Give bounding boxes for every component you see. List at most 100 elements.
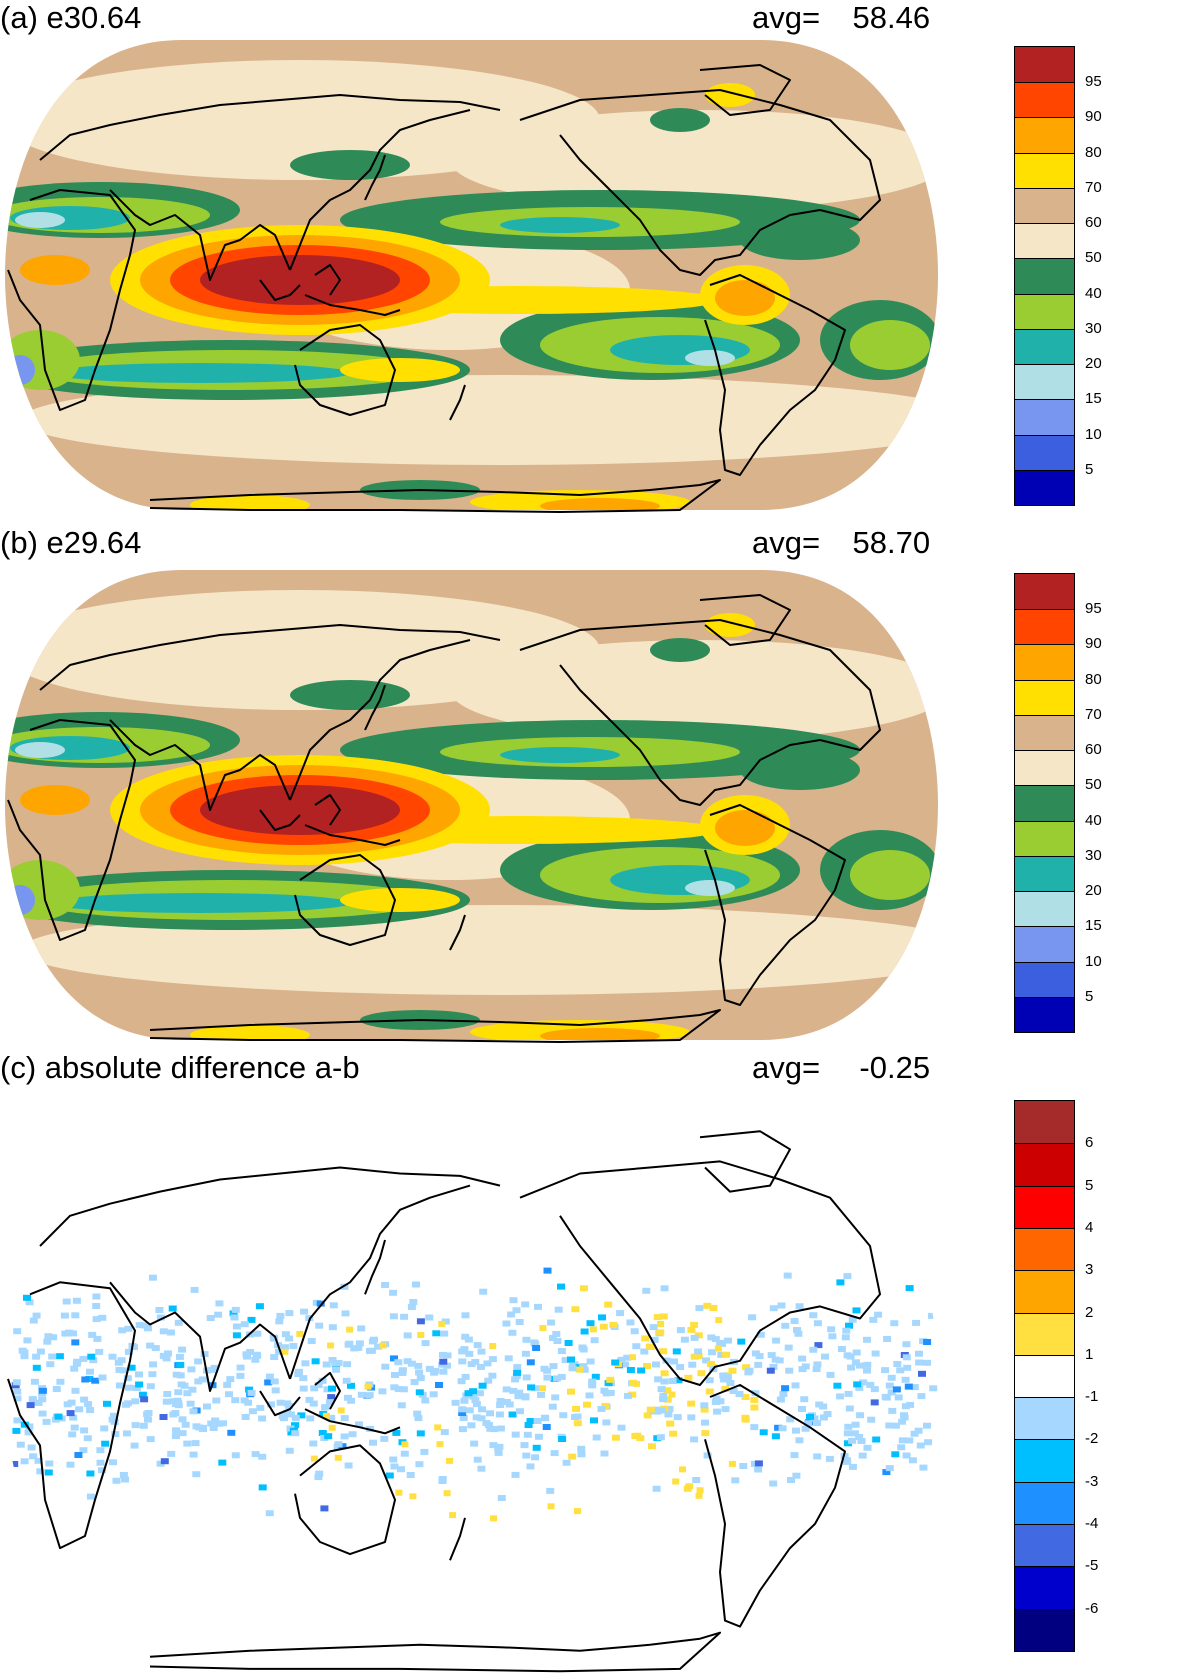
diff-cell bbox=[318, 1377, 327, 1384]
colorbar-divider bbox=[1015, 1481, 1074, 1483]
diff-cell bbox=[390, 1463, 399, 1470]
diff-cell bbox=[781, 1385, 790, 1392]
diff-cell bbox=[485, 1422, 493, 1428]
diff-cell bbox=[550, 1450, 559, 1457]
diff-cell bbox=[646, 1406, 655, 1413]
diff-cell bbox=[389, 1456, 398, 1463]
diff-cell bbox=[369, 1439, 377, 1446]
diff-cell bbox=[414, 1415, 423, 1422]
diff-cell bbox=[579, 1285, 588, 1292]
diff-cell bbox=[314, 1382, 323, 1389]
diff-cell bbox=[251, 1356, 260, 1363]
diff-cell bbox=[345, 1340, 354, 1347]
diff-cell bbox=[88, 1331, 97, 1338]
diff-cell bbox=[443, 1362, 451, 1369]
diff-cell bbox=[509, 1297, 518, 1304]
colorbar-swatch bbox=[1015, 223, 1074, 259]
diff-cell bbox=[348, 1431, 357, 1438]
diff-cell bbox=[511, 1376, 520, 1383]
diff-cell bbox=[836, 1279, 845, 1286]
diff-cell bbox=[241, 1414, 250, 1420]
colorbar-swatch bbox=[1015, 434, 1074, 470]
diff-cell bbox=[904, 1383, 913, 1390]
diff-cell bbox=[148, 1371, 157, 1378]
diff-cell bbox=[310, 1385, 319, 1392]
diff-cell bbox=[421, 1397, 430, 1404]
colorbar-tick-label: 95 bbox=[1085, 73, 1102, 91]
diff-cell bbox=[13, 1395, 22, 1402]
diff-cell bbox=[191, 1440, 200, 1447]
diff-cell bbox=[146, 1342, 155, 1349]
diff-cell bbox=[301, 1360, 310, 1367]
diff-cell bbox=[409, 1299, 418, 1305]
diff-cell bbox=[111, 1431, 120, 1438]
diff-cell bbox=[522, 1374, 531, 1381]
diff-cell bbox=[344, 1462, 353, 1469]
diff-cell bbox=[135, 1381, 144, 1388]
diff-cell bbox=[813, 1320, 822, 1327]
colorbar-swatch bbox=[1015, 1439, 1074, 1482]
diff-cell bbox=[640, 1348, 649, 1355]
diff-cell bbox=[381, 1282, 390, 1288]
diff-cell bbox=[684, 1374, 693, 1381]
diff-cell bbox=[425, 1365, 434, 1372]
diff-cell bbox=[812, 1366, 821, 1373]
diff-cell bbox=[751, 1350, 760, 1357]
diff-cell bbox=[741, 1394, 750, 1400]
diff-cell bbox=[12, 1427, 21, 1434]
diff-cell bbox=[416, 1430, 425, 1437]
coastline bbox=[39, 624, 501, 691]
field-region bbox=[4, 590, 600, 710]
diff-cell bbox=[100, 1425, 109, 1432]
diff-cell bbox=[13, 1388, 22, 1395]
diff-cell bbox=[318, 1430, 327, 1436]
diff-cell bbox=[633, 1380, 640, 1387]
diff-cell bbox=[707, 1334, 716, 1341]
diff-cell bbox=[385, 1472, 394, 1479]
diff-cell bbox=[206, 1315, 215, 1321]
colorbar bbox=[1014, 46, 1075, 506]
diff-cell bbox=[183, 1390, 192, 1397]
diff-cell bbox=[511, 1471, 520, 1478]
diff-cell bbox=[479, 1288, 488, 1295]
diff-cell bbox=[141, 1322, 150, 1329]
diff-cell bbox=[340, 1415, 349, 1422]
diff-cell bbox=[389, 1289, 398, 1296]
diff-cell bbox=[412, 1281, 420, 1288]
colorbar-swatch bbox=[1015, 1608, 1074, 1651]
colorbar-swatch bbox=[1015, 258, 1074, 294]
colorbar-tick-label: 5 bbox=[1085, 1176, 1094, 1194]
diff-cell bbox=[901, 1403, 910, 1410]
diff-cell bbox=[131, 1422, 140, 1429]
diff-cell bbox=[108, 1416, 117, 1423]
diff-cell bbox=[660, 1378, 669, 1385]
diff-cell bbox=[586, 1320, 595, 1327]
diff-cell bbox=[495, 1411, 504, 1418]
diff-cell bbox=[236, 1372, 245, 1379]
diff-cell bbox=[60, 1312, 69, 1319]
colorbar-swatch bbox=[1015, 891, 1074, 927]
diff-cell bbox=[898, 1418, 907, 1425]
diff-cell bbox=[457, 1378, 466, 1385]
diff-cell bbox=[96, 1459, 105, 1466]
diff-cell bbox=[20, 1458, 29, 1465]
diff-cell bbox=[912, 1319, 921, 1326]
diff-cell bbox=[316, 1300, 325, 1307]
diff-cell bbox=[786, 1416, 795, 1423]
diff-cell bbox=[439, 1351, 447, 1358]
diff-cell bbox=[38, 1387, 47, 1394]
diff-cell bbox=[276, 1312, 285, 1319]
colorbar-divider bbox=[1015, 820, 1074, 822]
coastline bbox=[699, 1130, 791, 1193]
colorbar-divider bbox=[1015, 364, 1074, 366]
colorbar-divider bbox=[1015, 644, 1074, 646]
diff-cell bbox=[112, 1477, 121, 1484]
diff-cell bbox=[532, 1345, 541, 1351]
colorbar-swatch bbox=[1015, 47, 1074, 83]
diff-cell bbox=[291, 1430, 300, 1437]
diff-cell bbox=[25, 1423, 34, 1430]
diff-cell bbox=[863, 1367, 871, 1374]
diff-cell bbox=[101, 1440, 110, 1447]
coastline bbox=[314, 1371, 341, 1410]
diff-cell bbox=[144, 1416, 152, 1423]
